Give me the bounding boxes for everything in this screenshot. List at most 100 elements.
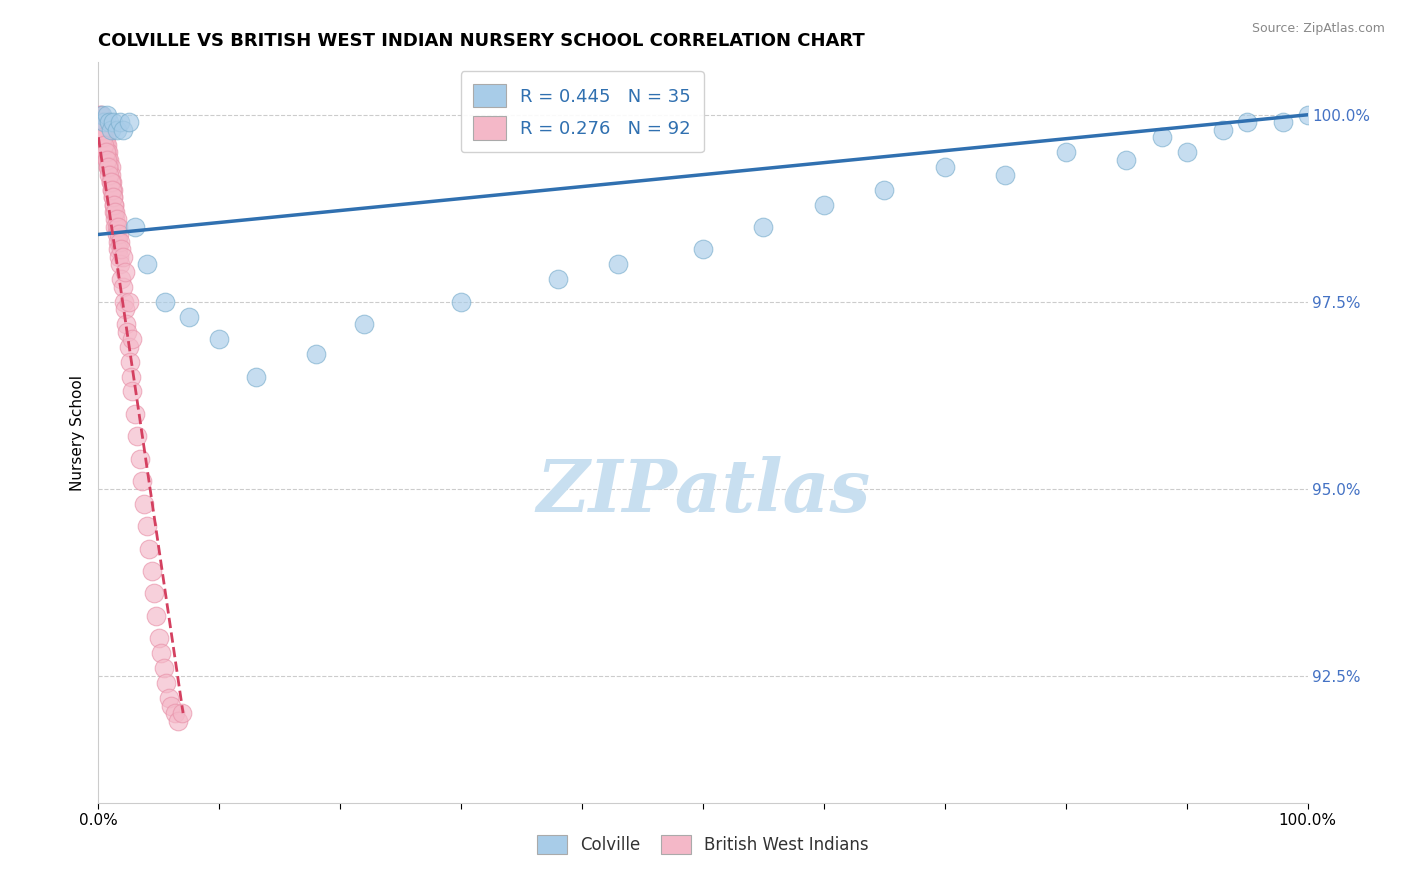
Point <box>105 227 128 242</box>
Point <box>141 564 163 578</box>
Point <box>98 115 121 129</box>
Point <box>103 197 125 211</box>
Point <box>114 302 136 317</box>
Point <box>118 354 141 368</box>
Point <box>107 243 129 257</box>
Point <box>108 235 131 249</box>
Point <box>104 219 127 234</box>
Point <box>91 122 114 136</box>
Point <box>96 137 118 152</box>
Point <box>148 632 170 646</box>
Point <box>91 122 114 136</box>
Point <box>450 294 472 309</box>
Point <box>135 519 157 533</box>
Point <box>118 340 141 354</box>
Point <box>607 257 630 271</box>
Point <box>96 145 118 160</box>
Point <box>96 153 118 167</box>
Point <box>103 205 125 219</box>
Text: COLVILLE VS BRITISH WEST INDIAN NURSERY SCHOOL CORRELATION CHART: COLVILLE VS BRITISH WEST INDIAN NURSERY … <box>98 32 865 50</box>
Point <box>117 325 139 339</box>
Point <box>100 175 122 189</box>
Point <box>994 168 1017 182</box>
Point <box>110 243 132 257</box>
Point <box>115 317 138 331</box>
Point <box>1296 108 1319 122</box>
Point <box>91 115 114 129</box>
Point <box>107 235 129 249</box>
Point <box>101 183 124 197</box>
Point <box>100 183 122 197</box>
Point <box>100 183 122 197</box>
Point <box>111 250 134 264</box>
Point <box>93 122 115 136</box>
Point <box>208 332 231 346</box>
Point <box>90 115 112 129</box>
Point <box>127 429 149 443</box>
Point <box>1175 145 1198 160</box>
Point <box>91 137 114 152</box>
Point <box>138 541 160 556</box>
Point <box>107 219 129 234</box>
Point <box>97 160 120 174</box>
Point <box>105 122 128 136</box>
Point <box>305 347 328 361</box>
Point <box>1115 153 1137 167</box>
Point <box>1272 115 1295 129</box>
Point <box>118 115 141 129</box>
Point <box>98 153 121 167</box>
Point <box>934 160 956 174</box>
Point <box>100 122 122 136</box>
Point <box>752 219 775 234</box>
Point <box>353 317 375 331</box>
Point <box>90 108 112 122</box>
Text: Source: ZipAtlas.com: Source: ZipAtlas.com <box>1251 22 1385 36</box>
Point <box>124 219 146 234</box>
Point <box>157 691 180 706</box>
Point <box>134 497 156 511</box>
Point <box>96 153 118 167</box>
Point <box>101 190 124 204</box>
Point <box>108 257 131 271</box>
Point <box>1236 115 1258 129</box>
Point <box>101 115 124 129</box>
Point <box>89 108 111 122</box>
Point <box>245 369 267 384</box>
Point <box>110 272 132 286</box>
Point <box>105 219 128 234</box>
Point <box>100 160 122 174</box>
Point <box>112 294 135 309</box>
Point <box>108 227 131 242</box>
Point <box>94 137 117 152</box>
Point <box>108 250 131 264</box>
Point <box>1152 130 1174 145</box>
Point <box>163 706 186 720</box>
Point <box>179 310 201 324</box>
Point <box>100 175 122 189</box>
Point <box>97 160 120 174</box>
Point <box>118 294 141 309</box>
Point <box>547 272 569 286</box>
Point <box>150 646 173 660</box>
Point <box>96 108 118 122</box>
Point <box>91 108 114 122</box>
Point <box>91 130 114 145</box>
Point <box>128 451 150 466</box>
Point <box>692 243 714 257</box>
Point <box>143 586 166 600</box>
Point <box>111 280 134 294</box>
Point <box>93 115 115 129</box>
Point <box>813 197 835 211</box>
Point <box>121 332 143 346</box>
Point <box>91 130 114 145</box>
Point <box>105 212 128 227</box>
Point <box>97 145 120 160</box>
Point <box>873 183 896 197</box>
Point <box>91 130 114 145</box>
Point <box>124 407 146 421</box>
Point <box>89 115 111 129</box>
Point <box>155 676 177 690</box>
Point <box>170 706 193 720</box>
Point <box>101 190 124 204</box>
Point <box>153 294 176 309</box>
